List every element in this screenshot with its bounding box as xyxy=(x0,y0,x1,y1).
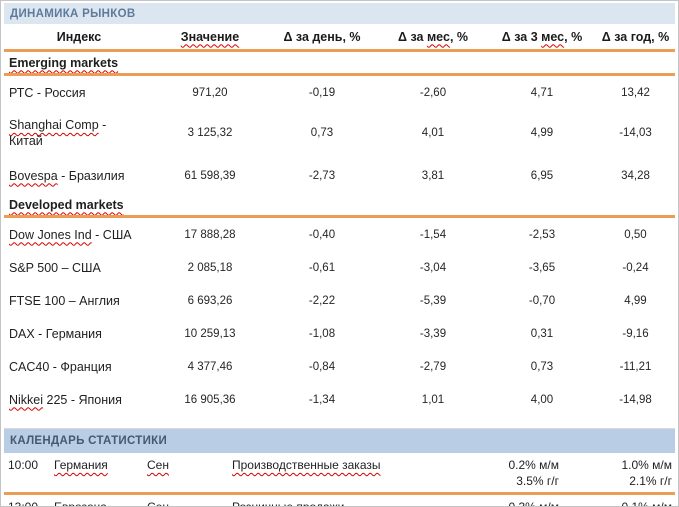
event-time: 13:00 xyxy=(4,493,50,506)
day-change: -0,19 xyxy=(308,86,336,99)
event-label: Розничные продажи xyxy=(228,493,450,506)
col-header-3month-change: Δ за 3 мес, % xyxy=(488,24,596,52)
day-change: -0,40 xyxy=(308,228,336,241)
year-change: -14,03 xyxy=(619,127,652,139)
index-name: Nikkei 225 - Япония xyxy=(9,392,122,407)
event-month: Сен xyxy=(143,493,228,506)
day-change: -1,34 xyxy=(308,393,336,406)
calendar-title: КАЛЕНДАРЬ СТАТИСТИКИ xyxy=(10,435,168,447)
calendar-row-germany: 10:00 Германия Сен Производственные зака… xyxy=(4,453,675,495)
index-value: 4 377,46 xyxy=(187,360,233,373)
month-change: -2,60 xyxy=(419,86,447,99)
index-name: Shanghai Comp - Китай xyxy=(9,118,107,148)
day-change: -2,22 xyxy=(308,294,336,307)
table-row-cac40: CAC40 - Франция 4 377,46 -0,84 -2,79 0,7… xyxy=(4,350,675,383)
year-change: -11,21 xyxy=(619,360,652,373)
3month-change: 4,71 xyxy=(530,86,554,99)
event-label: Производственные заказы xyxy=(228,453,450,495)
markets-table: Индекс Значение Δ за день, % Δ за мес, %… xyxy=(4,24,675,416)
markets-title: ДИНАМИКА РЫНКОВ xyxy=(10,7,136,20)
index-value: 2 085,18 xyxy=(187,261,233,274)
month-change: -3,04 xyxy=(419,261,447,274)
year-change: 13,42 xyxy=(621,86,650,99)
year-change: -0,24 xyxy=(622,261,649,274)
3month-change: -0,70 xyxy=(528,294,556,307)
3month-change: 4,99 xyxy=(530,127,554,139)
event-fact: 0.2% м/м 3.5% г/г xyxy=(450,453,562,495)
section-label: Developed markets xyxy=(9,197,124,212)
table-row-ftse: FTSE 100 – Англия 6 693,26 -2,22 -5,39 -… xyxy=(4,284,675,317)
markets-header-row: Индекс Значение Δ за день, % Δ за мес, %… xyxy=(4,24,675,52)
index-value: 16 905,36 xyxy=(184,393,236,406)
section-row-developed: Developed markets xyxy=(4,194,675,218)
year-change: -14,98 xyxy=(619,393,652,406)
table-row-nikkei: Nikkei 225 - Япония 16 905,36 -1,34 1,01… xyxy=(4,383,675,416)
month-change: 3,81 xyxy=(421,169,445,182)
calendar-section-header: КАЛЕНДАРЬ СТАТИСТИКИ xyxy=(4,429,675,453)
table-row-dax: DAX - Германия 10 259,13 -1,08 -3,39 0,3… xyxy=(4,317,675,350)
month-change: -5,39 xyxy=(419,294,447,307)
month-change: 1,01 xyxy=(421,393,445,406)
col-header-year-change: Δ за год, % xyxy=(596,24,675,52)
calendar-row-eurozone: 13:00 Еврозона Сен Розничные продажи -0.… xyxy=(4,493,675,506)
3month-change: -2,53 xyxy=(528,228,556,241)
col-header-index: Индекс xyxy=(4,24,154,52)
col-header-month-change: Δ за мес, % xyxy=(378,24,488,52)
table-row-shanghai: Shanghai Comp - Китай 3 125,32 0,73 4,01… xyxy=(4,109,675,157)
col-header-day-change: Δ за день, % xyxy=(266,24,378,52)
index-name: Bovespa - Бразилия xyxy=(9,168,125,183)
table-row-sp500: S&P 500 – США 2 085,18 -0,61 -3,04 -3,65… xyxy=(4,251,675,284)
day-change: -2,73 xyxy=(308,169,336,182)
year-change: 4,99 xyxy=(624,294,647,307)
table-row-rts: РТС - Россия 971,20 -0,19 -2,60 4,71 13,… xyxy=(4,75,675,110)
3month-change: 6,95 xyxy=(530,169,554,182)
3month-change: 4,00 xyxy=(530,393,554,406)
table-row-dowjones: Dow Jones Ind - США 17 888,28 -0,40 -1,5… xyxy=(4,217,675,252)
index-value: 971,20 xyxy=(192,86,228,99)
index-name: РТС - Россия xyxy=(9,85,86,100)
day-change: 0,73 xyxy=(310,127,334,139)
day-change: -1,08 xyxy=(308,327,336,340)
event-fact: -0.3% м/м 1.2% г/г xyxy=(450,493,562,506)
index-name: FTSE 100 – Англия xyxy=(9,293,120,308)
month-change: -1,54 xyxy=(419,228,447,241)
event-forecast: -0.1% м/м 0.6% г/г xyxy=(562,493,675,506)
3month-change: 0,73 xyxy=(530,360,554,373)
section-row-emerging: Emerging markets xyxy=(4,50,675,76)
3month-change: -3,65 xyxy=(528,261,556,274)
event-country: Германия xyxy=(50,453,143,495)
day-change: -0,61 xyxy=(308,261,336,274)
index-value: 3 125,32 xyxy=(187,127,233,139)
month-change: 4,01 xyxy=(421,127,445,139)
index-value: 17 888,28 xyxy=(184,228,236,241)
event-time: 10:00 xyxy=(4,453,50,495)
markets-section-header: ДИНАМИКА РЫНКОВ xyxy=(4,3,675,24)
index-name: S&P 500 – США xyxy=(9,260,101,275)
index-name: DAX - Германия xyxy=(9,326,102,341)
section-label: Emerging markets xyxy=(9,55,119,70)
3month-change: 0,31 xyxy=(530,327,554,340)
index-value: 61 598,39 xyxy=(184,169,236,182)
index-value: 6 693,26 xyxy=(187,294,233,307)
table-row-bovespa: Bovespa - Бразилия 61 598,39 -2,73 3,81 … xyxy=(4,157,675,194)
index-value: 10 259,13 xyxy=(184,327,236,340)
col-header-value: Значение xyxy=(154,24,266,52)
event-month: Сен xyxy=(143,453,228,495)
month-change: -2,79 xyxy=(419,360,447,373)
event-country: Еврозона xyxy=(50,493,143,506)
calendar-table: 10:00 Германия Сен Производственные зака… xyxy=(4,453,675,506)
index-name: CAC40 - Франция xyxy=(9,359,112,374)
month-change: -3,39 xyxy=(419,327,447,340)
year-change: 0,50 xyxy=(624,228,647,241)
event-forecast: 1.0% м/м 2.1% г/г xyxy=(562,453,675,495)
calendar-section: КАЛЕНДАРЬ СТАТИСТИКИ 10:00 Германия Сен … xyxy=(4,428,675,506)
day-change: -0,84 xyxy=(308,360,336,373)
index-name: Dow Jones Ind - США xyxy=(9,227,132,242)
year-change: 34,28 xyxy=(621,169,650,182)
year-change: -9,16 xyxy=(622,327,649,340)
